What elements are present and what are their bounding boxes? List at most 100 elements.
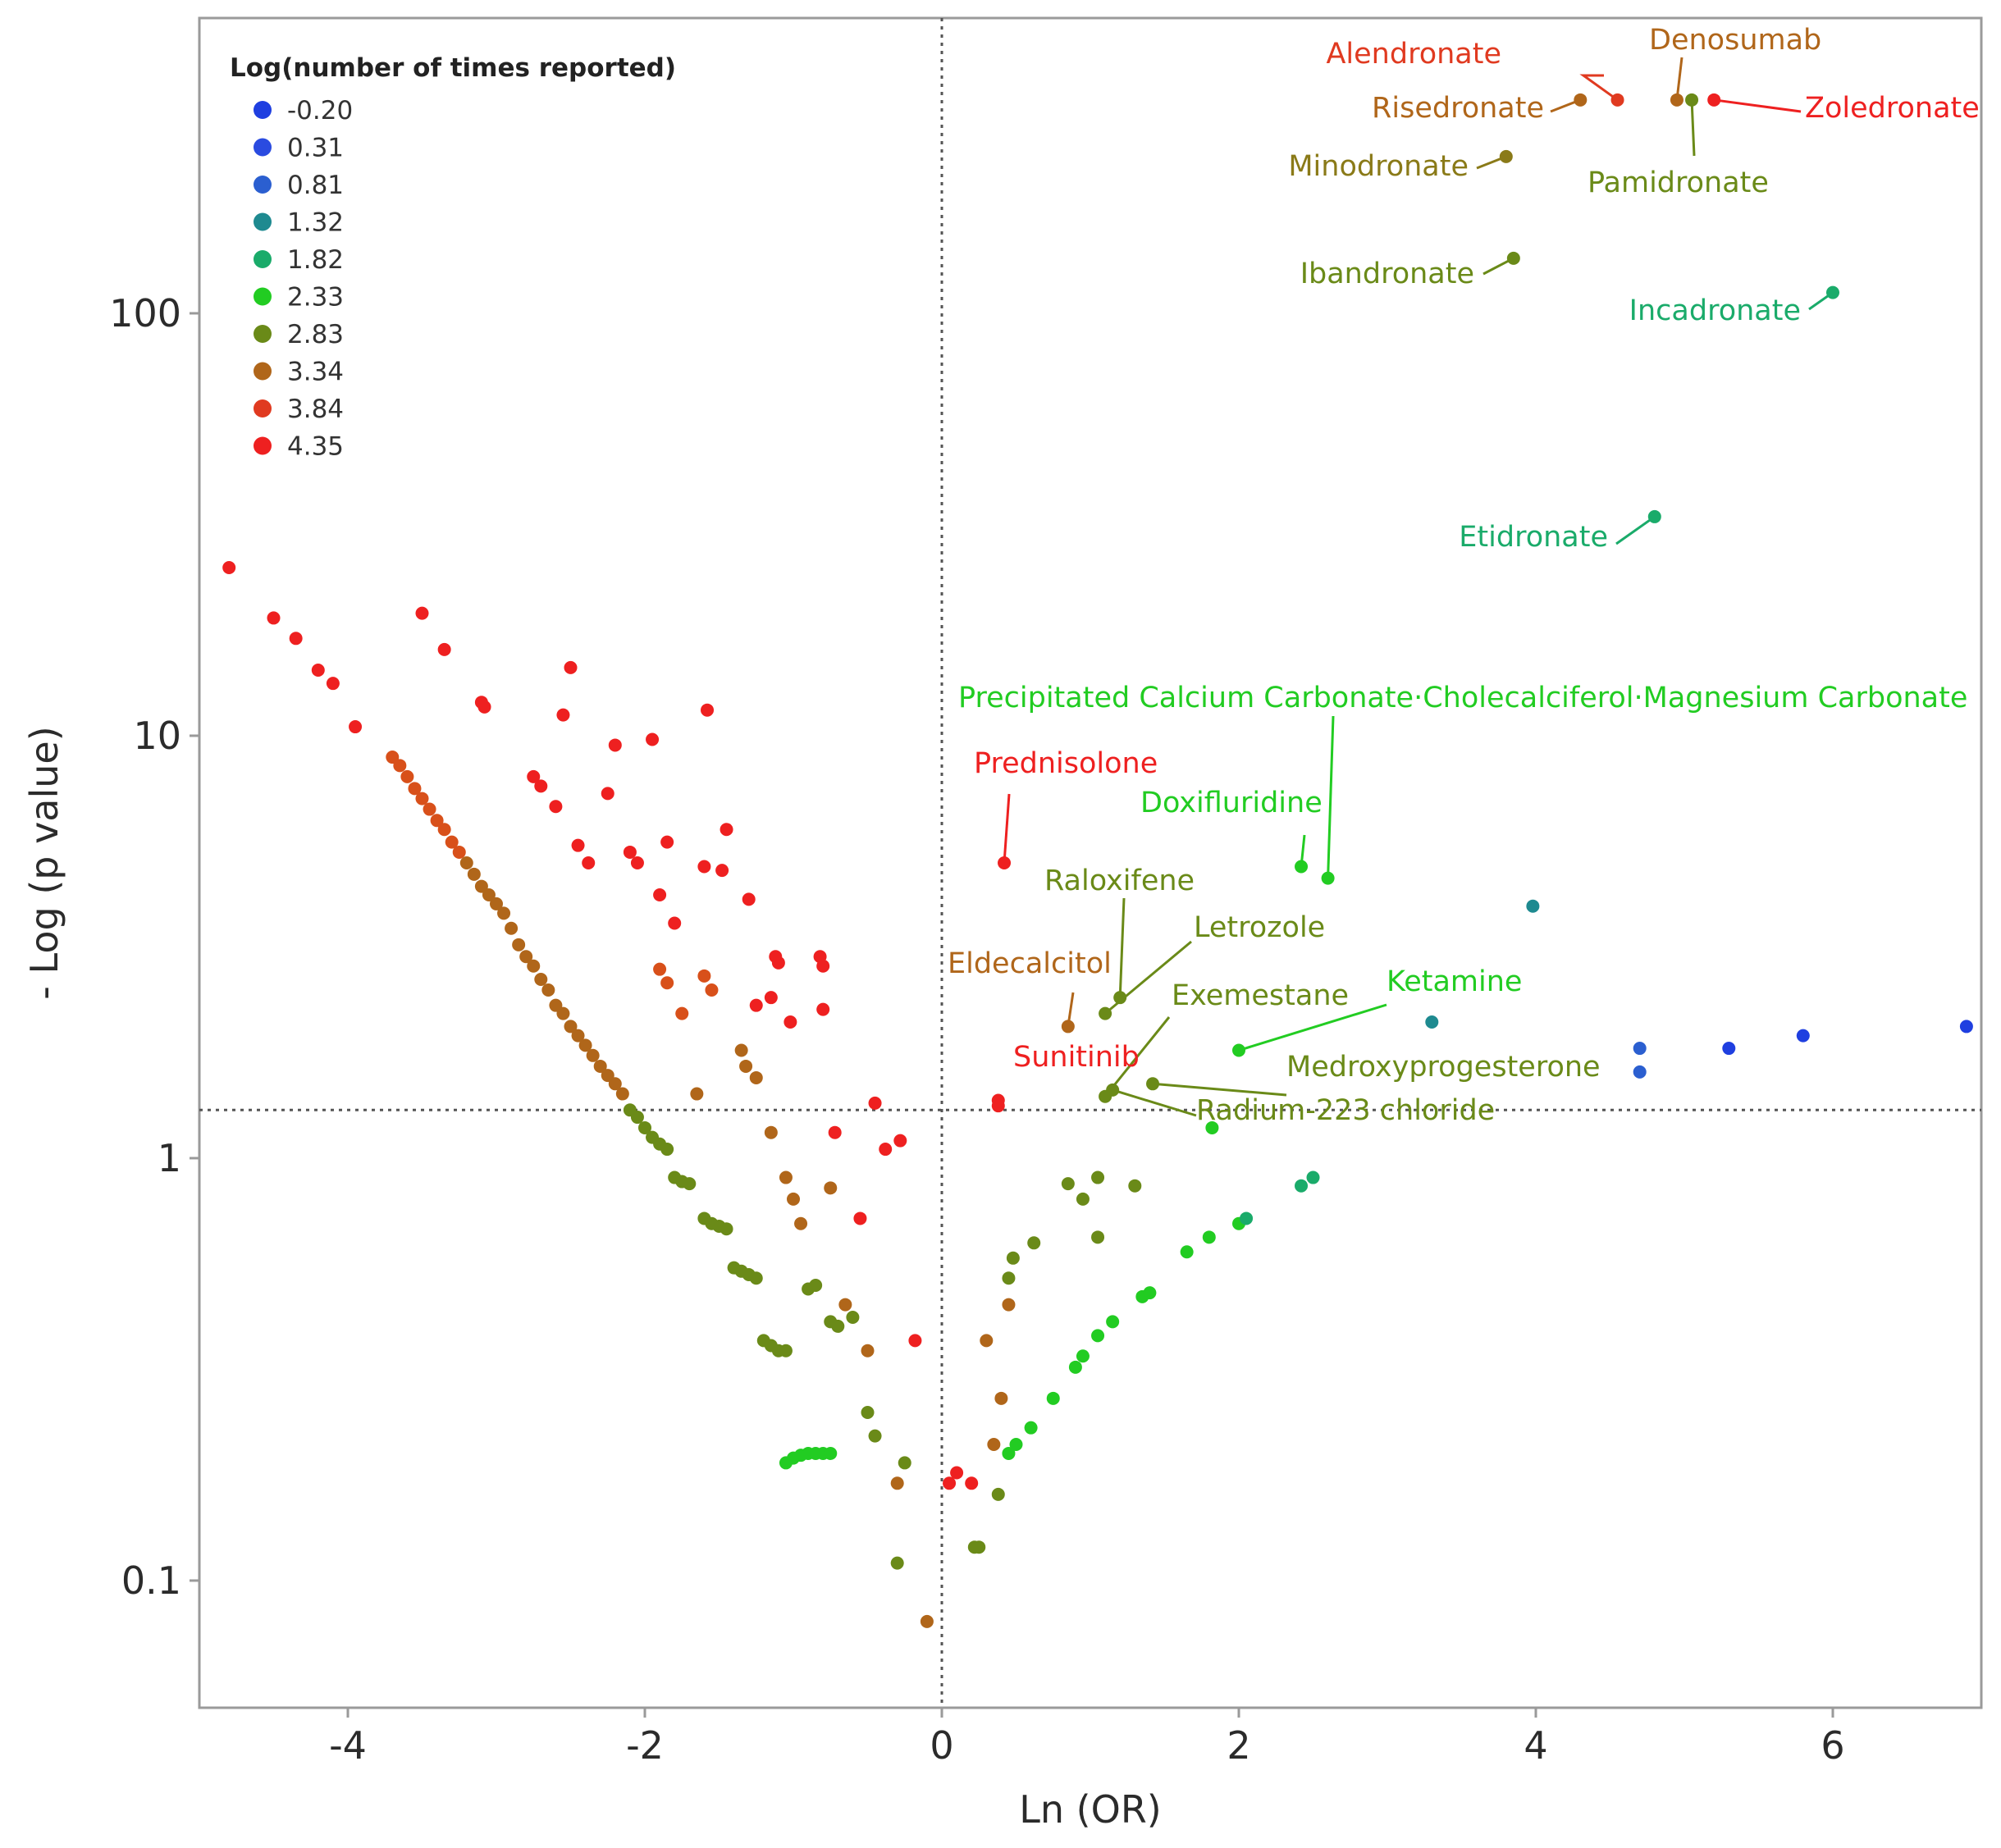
data-point — [705, 983, 719, 997]
data-point — [1027, 1236, 1041, 1250]
data-point — [311, 663, 325, 677]
data-point — [668, 916, 682, 930]
data-point — [824, 1181, 838, 1195]
annotated-point — [1574, 93, 1588, 107]
annotation-label: Zoledronate — [1805, 92, 1980, 125]
legend-label: 4.35 — [287, 432, 344, 462]
data-point — [415, 792, 429, 805]
data-point — [578, 1038, 592, 1052]
legend-swatch — [254, 176, 272, 194]
data-point — [660, 976, 674, 990]
annotated-point — [1146, 1077, 1160, 1091]
legend-label: 0.31 — [287, 134, 344, 163]
annotated-point — [1113, 991, 1127, 1005]
data-point — [393, 759, 407, 773]
annotation-label: Medroxyprogesterone — [1286, 1051, 1601, 1084]
data-point — [593, 1059, 607, 1073]
data-point — [868, 1429, 882, 1443]
annotation-label: Exemestane — [1172, 979, 1349, 1012]
data-point — [415, 606, 429, 620]
data-point — [1796, 1029, 1810, 1043]
data-point — [779, 1170, 793, 1184]
annotation-leader — [1690, 99, 1696, 157]
data-point — [787, 1192, 800, 1206]
legend-swatch — [254, 325, 272, 343]
data-point — [512, 938, 526, 951]
legend-label: -0.20 — [287, 96, 353, 125]
legend: Log(number of times reported) -0.20 0.31 0… — [220, 41, 676, 463]
data-point — [720, 1222, 733, 1236]
data-point — [879, 1143, 893, 1157]
annotation-label: Etidronate — [1459, 521, 1608, 554]
data-point — [715, 864, 729, 878]
data-point — [794, 1216, 808, 1230]
annotation-label: Eldecalcitol — [948, 947, 1112, 980]
data-point — [824, 1446, 838, 1460]
data-point — [630, 856, 644, 869]
data-point — [861, 1344, 875, 1357]
data-point — [1091, 1230, 1105, 1244]
data-point — [623, 845, 637, 859]
data-point — [1240, 1211, 1254, 1225]
data-point — [445, 835, 459, 849]
data-point — [571, 1029, 585, 1043]
legend-label: 2.33 — [287, 283, 344, 313]
data-point — [1046, 1391, 1060, 1405]
data-point — [908, 1334, 922, 1348]
x-tick-label: 0 — [930, 1723, 953, 1768]
data-point — [564, 660, 578, 674]
data-point — [660, 835, 674, 849]
data-point — [1009, 1438, 1023, 1452]
data-point — [564, 1020, 578, 1034]
annotated-point — [998, 856, 1012, 869]
data-point — [1091, 1170, 1105, 1184]
annotation-label: Ibandronate — [1300, 258, 1474, 290]
data-point — [1002, 1298, 1016, 1312]
data-point — [653, 962, 667, 976]
data-point — [556, 708, 570, 722]
data-point — [1068, 1360, 1082, 1374]
data-point — [972, 1540, 986, 1554]
data-point — [697, 969, 711, 983]
data-point — [519, 950, 533, 964]
data-point — [1959, 1020, 1973, 1034]
data-point — [459, 856, 473, 869]
data-point — [653, 887, 667, 901]
annotation-leader — [1327, 715, 1335, 878]
data-point — [898, 1456, 911, 1470]
data-point — [987, 1438, 1001, 1452]
data-point — [1526, 899, 1540, 913]
data-point — [739, 1059, 753, 1073]
x-tick-label: 2 — [1227, 1723, 1250, 1768]
legend-swatch — [254, 287, 272, 306]
data-point — [474, 879, 488, 893]
data-point — [534, 779, 548, 793]
data-point — [549, 800, 563, 814]
legend-label: 3.34 — [287, 358, 344, 387]
data-point — [505, 921, 519, 935]
annotation-label: Precipitated Calcium Carbonate·Cholecalc… — [958, 682, 1967, 714]
data-point — [1128, 1179, 1142, 1193]
annotated-point — [991, 1099, 1005, 1113]
data-point — [386, 751, 400, 764]
annotation-leader — [1003, 793, 1011, 864]
data-point — [482, 887, 496, 901]
data-point — [646, 732, 660, 746]
legend-label: 2.83 — [287, 320, 344, 349]
annotation-label: Incadronate — [1629, 294, 1801, 327]
legend-swatch — [254, 250, 272, 268]
x-tick-label: 6 — [1821, 1723, 1844, 1768]
data-point — [853, 1211, 867, 1225]
data-point — [638, 1120, 651, 1134]
y-tick-label: 100 — [109, 291, 181, 335]
data-point — [893, 1134, 907, 1148]
data-points — [222, 93, 1973, 1628]
x-tick-label: 4 — [1524, 1723, 1547, 1768]
legend-label: 0.81 — [287, 171, 344, 200]
data-point — [430, 814, 444, 828]
data-point — [783, 1015, 797, 1029]
data-point — [868, 1096, 882, 1110]
annotation-leader — [1112, 1088, 1197, 1117]
x-axis-title: Ln (OR) — [1019, 1787, 1161, 1832]
annotation-label: Alendronate — [1326, 38, 1501, 71]
